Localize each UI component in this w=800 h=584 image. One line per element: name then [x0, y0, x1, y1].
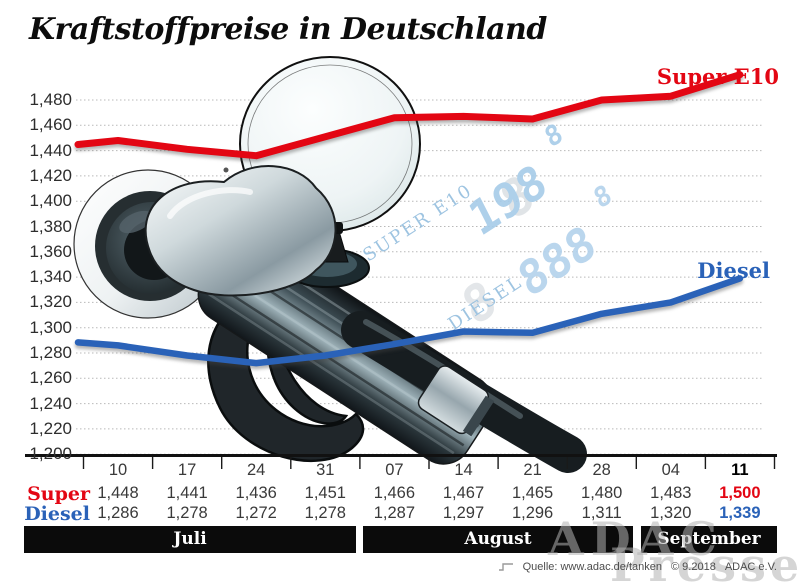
source-org: ADAC e.V. — [724, 561, 777, 573]
month-band-september: September — [641, 526, 777, 553]
super-price-cell: 1,500 — [719, 484, 761, 502]
nozzle-head — [144, 165, 337, 297]
super-price-cell: 1,480 — [581, 484, 623, 502]
y-axis-tick-label: 1,240 — [29, 393, 72, 413]
y-axis-tick-label: 1,420 — [29, 165, 72, 185]
y-axis-tick-label: 1,480 — [29, 90, 72, 109]
diesel-price-cell: 1,297 — [442, 504, 485, 522]
diesel-price-cell: 1,278 — [166, 504, 208, 522]
super-price-cell: 1,483 — [650, 484, 692, 502]
diesel-price-cell: 1,311 — [581, 504, 622, 522]
legend-diesel: Diesel — [697, 258, 770, 283]
table-row-label-diesel: Diesel — [24, 503, 90, 525]
y-axis-tick-label: 1,200 — [29, 444, 72, 464]
pump-display-super-digits: 198 — [461, 153, 555, 246]
page-title: Kraftstoffpreise in Deutschland — [29, 12, 547, 47]
date-cell: 24 — [247, 461, 266, 479]
diesel-price-cell: 1,272 — [235, 504, 277, 522]
diesel-price-cell: 1,296 — [511, 504, 554, 522]
hose-coupling — [417, 365, 495, 437]
super-price-cell: 1,436 — [235, 484, 277, 502]
y-axis-tick-label: 1,400 — [29, 191, 72, 211]
date-cell: 04 — [661, 461, 680, 479]
pump-display-diesel-digits-small: 8 — [589, 179, 617, 216]
source-line: Quelle: www.adac.de/tanken © 9.2018 ADAC… — [498, 561, 777, 573]
y-axis-tick-label: 1,360 — [29, 241, 72, 261]
pump-display-diesel-digits: 888 — [510, 214, 604, 307]
date-cell: 14 — [454, 461, 473, 479]
y-axis-tick-label: 1,340 — [29, 267, 72, 287]
source-copyright: © 9.2018 — [671, 561, 716, 573]
date-cell: 31 — [316, 461, 335, 479]
y-axis-tick-label: 1,380 — [29, 216, 72, 236]
fuel-nozzle-illustration — [73, 56, 587, 473]
date-cell: 10 — [108, 461, 128, 479]
diesel-price-cell: 1,320 — [650, 504, 692, 522]
super-price-cell: 1,465 — [511, 484, 554, 502]
y-axis-tick-label: 1,280 — [29, 343, 72, 362]
super-price-cell: 1,467 — [442, 484, 485, 502]
super-price-cell: 1,441 — [166, 484, 208, 502]
legend-super-e10: Super E10 — [656, 64, 779, 89]
diesel-price-cell: 1,286 — [97, 504, 139, 522]
pump-display-super-digits-small: 8 — [540, 118, 568, 155]
date-cell: 21 — [523, 461, 542, 479]
diesel-price-cell: 1,339 — [719, 504, 761, 522]
y-axis-tick-label: 1,260 — [29, 368, 72, 388]
diesel-line — [74, 275, 744, 367]
month-band-august: August — [363, 526, 633, 553]
super-price-cell: 1,451 — [304, 484, 346, 502]
month-band-juli: Juli — [24, 526, 356, 553]
table-row-label-super: Super — [27, 483, 90, 505]
super-price-cell: 1,466 — [373, 484, 416, 502]
y-axis-tick-label: 1,300 — [29, 317, 72, 337]
diesel-price-cell: 1,278 — [304, 504, 346, 522]
watermark-squiggle-icon — [498, 563, 513, 571]
date-cell: 11 — [731, 461, 749, 479]
super-e10-line — [74, 71, 744, 160]
y-axis-tick-label: 1,220 — [29, 418, 72, 438]
diesel-price-cell: 1,287 — [373, 504, 416, 522]
date-cell: 17 — [177, 461, 197, 479]
source-text: Quelle: www.adac.de/tanken — [522, 561, 662, 573]
x-axis — [25, 454, 777, 469]
y-axis-tick-label: 1,460 — [29, 115, 72, 135]
y-axis-tick-label: 1,440 — [29, 140, 72, 160]
date-cell: 28 — [592, 461, 611, 479]
date-cell: 07 — [385, 461, 404, 479]
y-axis-tick-label: 1,320 — [29, 292, 72, 312]
super-price-cell: 1,448 — [97, 484, 139, 502]
